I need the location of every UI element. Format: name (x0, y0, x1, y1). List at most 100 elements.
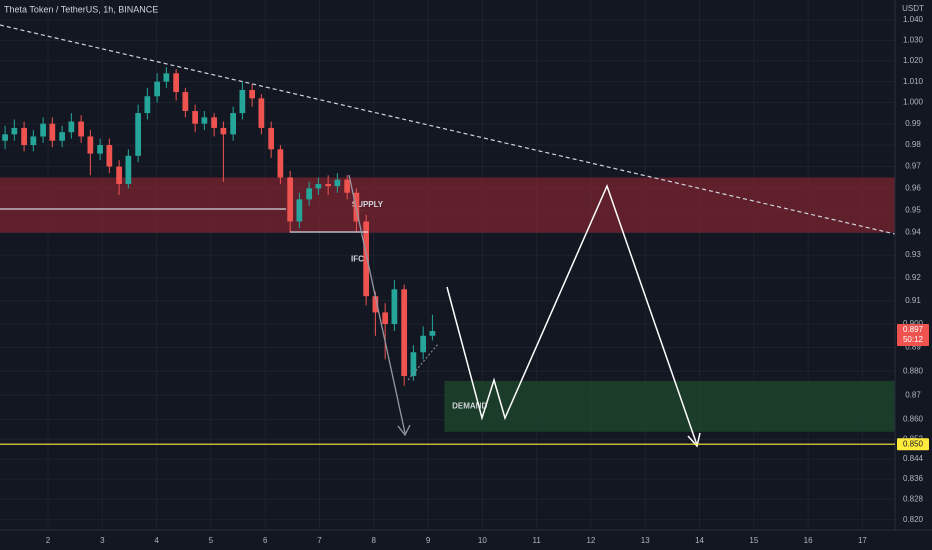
candle-body (334, 179, 341, 187)
candle-body (97, 145, 103, 154)
candle-body (410, 352, 417, 377)
last-price-tag (897, 324, 929, 347)
candle-body (49, 123, 56, 141)
candle-body (2, 134, 8, 141)
candle-body (372, 296, 379, 313)
x-tick-label: 12 (586, 536, 595, 545)
x-tick-label: 16 (804, 536, 813, 545)
zone (0, 177, 895, 233)
candles (2, 67, 436, 386)
x-tick-label: 3 (100, 536, 105, 545)
countdown: 50:12 (903, 335, 924, 344)
candle-body (258, 98, 265, 128)
y-tick-label: 0.860 (903, 415, 924, 424)
x-tick-label: 14 (695, 536, 704, 545)
candle-body (287, 177, 294, 222)
price-axis (895, 0, 932, 550)
candle-body (135, 113, 141, 156)
candle-body (420, 335, 427, 353)
candle-body (201, 117, 208, 124)
zone-label: DEMAND (452, 401, 487, 410)
candle-body (391, 289, 398, 325)
candle-body (40, 123, 46, 137)
y-tick-label: 1.040 (903, 15, 924, 24)
x-tick-label: 4 (154, 536, 159, 545)
y-tick-label: 1.020 (903, 56, 924, 65)
candle-body (211, 117, 218, 128)
zone (444, 380, 895, 432)
x-tick-label: 8 (372, 536, 377, 545)
candle-body (363, 221, 370, 297)
y-tick-label: 0.93 (905, 250, 921, 259)
y-tick-label: 0.91 (905, 296, 921, 305)
annotation: IFC (351, 255, 364, 264)
candle-body (382, 312, 389, 325)
candle-body (154, 81, 160, 97)
candle-body (182, 92, 189, 111)
chart-title: Theta Token / TetherUS, 1h, BINANCE (4, 4, 158, 14)
candle-body (125, 155, 132, 184)
candle-body (315, 183, 322, 189)
candle-body (325, 183, 332, 187)
candle-body (30, 136, 37, 146)
axis-unit: USDT (902, 4, 924, 13)
x-tick-label: 2 (46, 536, 51, 545)
y-tick-label: 1.030 (903, 36, 924, 45)
candle-body (249, 89, 256, 99)
x-tick-label: 11 (532, 536, 541, 545)
candle-body (277, 149, 284, 178)
x-tick-label: 17 (858, 536, 867, 545)
y-tick-label: 0.820 (903, 515, 924, 524)
candle-body (344, 179, 351, 193)
x-tick-label: 9 (426, 536, 431, 545)
candle-body (173, 73, 179, 93)
candle-body (106, 145, 113, 167)
x-tick-label: 7 (317, 536, 322, 545)
x-tick-label: 6 (263, 536, 268, 545)
projection-path (446, 183, 698, 446)
y-tick-label: 0.828 (903, 494, 924, 503)
candle-body (144, 96, 151, 114)
candle-body (429, 331, 436, 336)
candle-body (230, 113, 237, 135)
x-tick-label: 15 (749, 536, 758, 545)
candle-body (306, 188, 313, 200)
candle-body (220, 127, 227, 135)
y-tick-label: 0.880 (903, 366, 924, 375)
arrow-head (397, 424, 411, 437)
x-tick-label: 10 (478, 536, 487, 545)
y-tick-label: 0.900 (903, 319, 924, 328)
zones: SUPPLY DEMAND (0, 177, 895, 432)
price-level-label: 0.850 (903, 439, 924, 448)
candle-body (87, 136, 94, 154)
y-tick-label: 0.89 (905, 343, 921, 352)
y-tick-label: 0.844 (903, 454, 924, 463)
y-tick-label: 0.95 (905, 205, 921, 214)
y-tick-label: 0.92 (905, 273, 921, 282)
zone-label: SUPPLY (352, 200, 384, 209)
y-tick-label: 0.97 (905, 162, 921, 171)
y-tick-label: 1.010 (903, 77, 924, 86)
drawings (0, 24, 896, 448)
price-level-tag (897, 438, 929, 451)
trend-line (0, 24, 896, 235)
candle-body (239, 89, 246, 114)
candle-body (401, 289, 408, 377)
candle-body (78, 121, 84, 137)
y-tick-label: 0.836 (903, 474, 924, 483)
y-tick-label: 0.94 (905, 228, 921, 237)
y-tick-label: 0.99 (905, 119, 921, 128)
arrow-head (687, 432, 701, 448)
arrow (348, 174, 406, 434)
y-tick-label: 0.98 (905, 140, 921, 149)
x-tick-label: 5 (209, 536, 214, 545)
x-tick-label: 13 (641, 536, 650, 545)
last-price-label: 0.897 (903, 325, 924, 334)
y-tick-label: 1.000 (903, 98, 924, 107)
candle-body (116, 166, 122, 184)
y-tick-label: 0.87 (905, 390, 921, 399)
candle-body (192, 110, 198, 124)
